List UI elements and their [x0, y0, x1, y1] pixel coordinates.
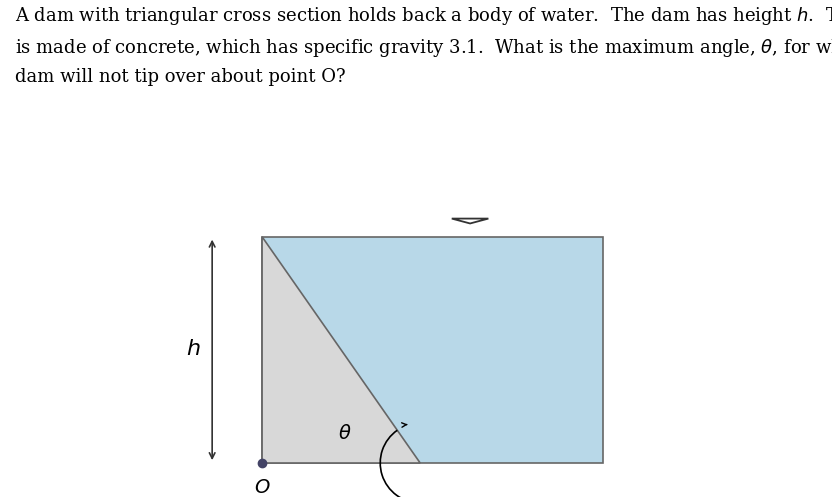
Text: $h$: $h$ [186, 338, 201, 360]
Text: A dam with triangular cross section holds back a body of water.  The dam has hei: A dam with triangular cross section hold… [15, 5, 832, 86]
Text: $\theta$: $\theta$ [339, 424, 352, 443]
Polygon shape [262, 237, 603, 463]
Polygon shape [262, 237, 420, 463]
Polygon shape [452, 219, 488, 224]
Text: $O$: $O$ [254, 479, 270, 497]
